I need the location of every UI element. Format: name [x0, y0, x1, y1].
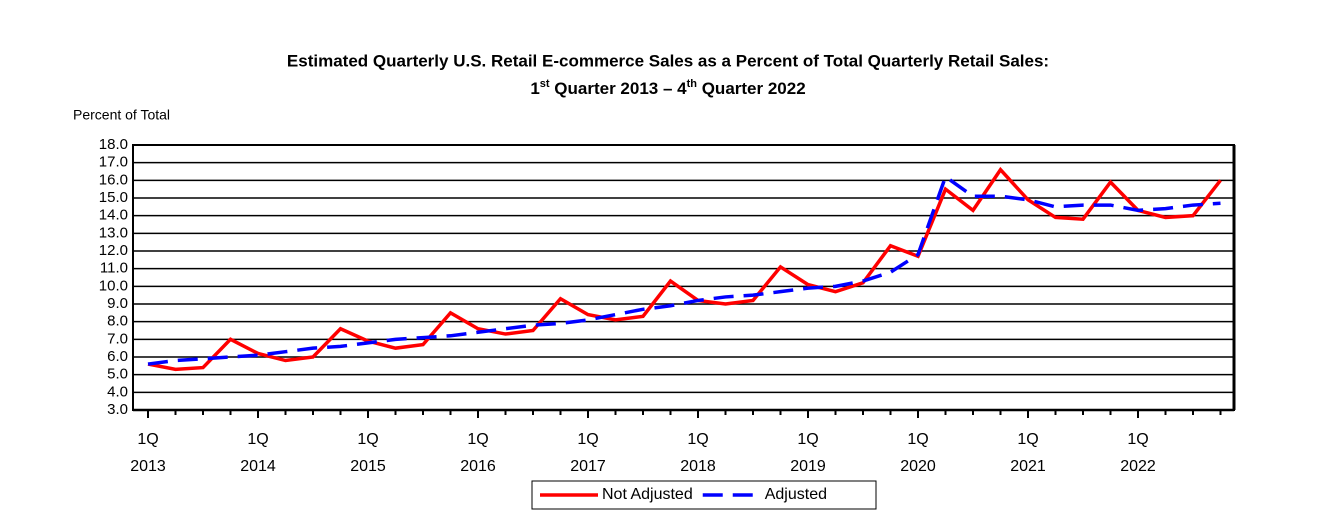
- x-tick-label: 2020: [900, 458, 936, 475]
- x-tick-label: 1Q: [687, 431, 708, 448]
- chart-subtitle: 1st Quarter 2013 – 4th Quarter 2022: [530, 78, 805, 99]
- subtitle-part: Quarter 2022: [697, 79, 806, 98]
- y-tick-label: 6.0: [107, 348, 128, 365]
- legend-label: Adjusted: [765, 486, 827, 503]
- subtitle-part: 1: [530, 79, 539, 98]
- y-tick-label: 12.0: [99, 242, 128, 259]
- y-tick-label: 13.0: [99, 224, 128, 241]
- x-tick-label: 1Q: [137, 431, 158, 448]
- x-tick-label: 2018: [680, 458, 716, 475]
- x-tick-label: 2015: [350, 458, 386, 475]
- x-tick-label: 2019: [790, 458, 826, 475]
- y-tick-label: 9.0: [107, 295, 128, 312]
- subtitle-part: Quarter 2013 – 4: [550, 79, 688, 98]
- x-tick-label: 1Q: [797, 431, 818, 448]
- subtitle-part: th: [687, 78, 698, 90]
- y-tick-label: 17.0: [99, 154, 128, 171]
- y-tick-label: 18.0: [99, 136, 128, 153]
- y-axis-label: Percent of Total: [73, 107, 170, 123]
- y-tick-label: 14.0: [99, 207, 128, 224]
- y-tick-label: 3.0: [107, 401, 128, 418]
- x-tick-label: 2013: [130, 458, 166, 475]
- x-tick-label: 1Q: [357, 431, 378, 448]
- y-tick-label: 16.0: [99, 171, 128, 188]
- x-tick-label: 1Q: [1017, 431, 1038, 448]
- y-tick-label: 5.0: [107, 366, 128, 383]
- series-line: [147, 166, 1222, 372]
- x-tick-label: 2022: [1120, 458, 1156, 475]
- x-tick-label: 2016: [460, 458, 496, 475]
- y-tick-label: 8.0: [107, 313, 128, 330]
- y-tick-label: 4.0: [107, 383, 128, 400]
- y-tick-label: 15.0: [99, 189, 128, 206]
- x-tick-label: 1Q: [907, 431, 928, 448]
- x-tick-label: 1Q: [247, 431, 268, 448]
- x-tick-label: 2014: [240, 458, 276, 475]
- y-tick-label: 7.0: [107, 330, 128, 347]
- series-line: [147, 174, 1221, 366]
- y-tick-label: 11.0: [100, 260, 128, 277]
- chart-title: Estimated Quarterly U.S. Retail E-commer…: [287, 51, 1049, 70]
- y-tick-label: 10.0: [99, 277, 128, 294]
- legend-label: Not Adjusted: [602, 486, 693, 503]
- plot-frame: [132, 144, 1235, 411]
- subtitle-part: st: [540, 78, 550, 90]
- x-tick-label: 2021: [1010, 458, 1046, 475]
- x-tick-label: 1Q: [467, 431, 488, 448]
- x-tick-label: 1Q: [577, 431, 598, 448]
- x-tick-label: 1Q: [1127, 431, 1148, 448]
- x-tick-label: 2017: [570, 458, 606, 475]
